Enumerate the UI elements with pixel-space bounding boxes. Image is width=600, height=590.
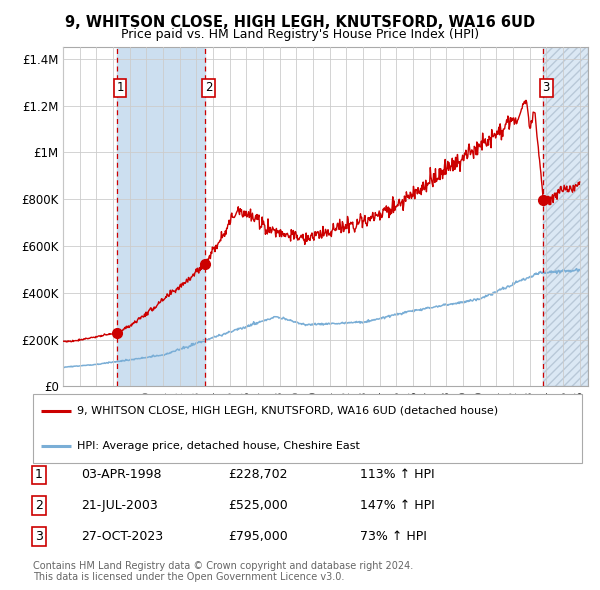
Text: HPI: Average price, detached house, Cheshire East: HPI: Average price, detached house, Ches… — [77, 441, 360, 451]
Text: 21-JUL-2003: 21-JUL-2003 — [81, 499, 158, 512]
Text: 2: 2 — [35, 499, 43, 512]
Text: £228,702: £228,702 — [228, 468, 288, 481]
Text: 03-APR-1998: 03-APR-1998 — [81, 468, 161, 481]
FancyBboxPatch shape — [33, 394, 582, 463]
Text: 113% ↑ HPI: 113% ↑ HPI — [360, 468, 434, 481]
Text: 1: 1 — [116, 81, 124, 94]
Text: 9, WHITSON CLOSE, HIGH LEGH, KNUTSFORD, WA16 6UD: 9, WHITSON CLOSE, HIGH LEGH, KNUTSFORD, … — [65, 15, 535, 30]
Text: Price paid vs. HM Land Registry's House Price Index (HPI): Price paid vs. HM Land Registry's House … — [121, 28, 479, 41]
Text: 1: 1 — [35, 468, 43, 481]
Text: 147% ↑ HPI: 147% ↑ HPI — [360, 499, 435, 512]
Text: 3: 3 — [542, 81, 550, 94]
Bar — [117, 47, 205, 386]
Text: 27-OCT-2023: 27-OCT-2023 — [81, 530, 163, 543]
Text: 2: 2 — [205, 81, 212, 94]
Text: 73% ↑ HPI: 73% ↑ HPI — [360, 530, 427, 543]
Text: 9, WHITSON CLOSE, HIGH LEGH, KNUTSFORD, WA16 6UD (detached house): 9, WHITSON CLOSE, HIGH LEGH, KNUTSFORD, … — [77, 406, 498, 416]
Text: £795,000: £795,000 — [228, 530, 288, 543]
Text: Contains HM Land Registry data © Crown copyright and database right 2024.
This d: Contains HM Land Registry data © Crown c… — [33, 560, 413, 582]
Bar — [544, 47, 588, 386]
Text: £525,000: £525,000 — [228, 499, 288, 512]
Text: 3: 3 — [35, 530, 43, 543]
